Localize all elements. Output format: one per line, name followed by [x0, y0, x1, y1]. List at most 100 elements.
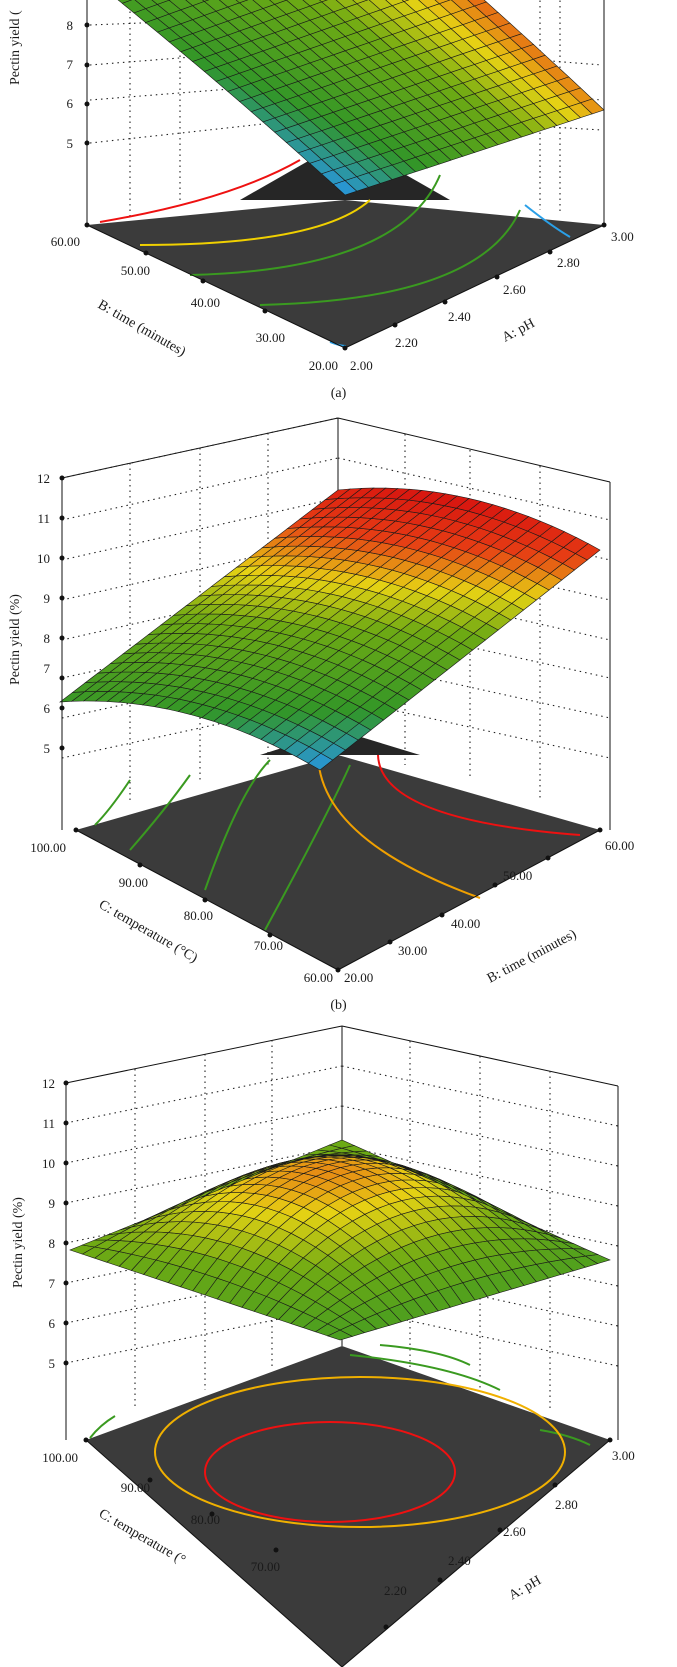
x-tick-b-80: 80.00 [184, 908, 213, 923]
y-axis-label-b: B: time (minutes) [485, 927, 580, 987]
surface-plot-b-canvas: 12 11 10 9 8 7 6 5 Pectin yield (%) 100.… [8, 417, 634, 987]
z-tick-b-8: 8 [44, 631, 51, 646]
surface-cell [117, 0, 133, 4]
y-tick-c-3.00: 3.00 [612, 1448, 635, 1463]
x-tick-c-70: 70.00 [251, 1559, 280, 1574]
x-tick-b-60: 60.00 [304, 970, 333, 985]
z-axis-c: 12 11 10 9 8 7 6 5 Pectin yield (%) [11, 1076, 69, 1371]
surface-cell [467, 0, 487, 7]
z-tick-b-11: 11 [37, 511, 50, 526]
z-tick-c-10: 10 [42, 1156, 55, 1171]
x-tick-c-80: 80.00 [191, 1512, 220, 1527]
z-axis-label-c: Pectin yield (%) [11, 1197, 26, 1288]
z-axis-label-a: Pectin yield ( [8, 10, 23, 85]
y-tick-c-2.20: 2.20 [384, 1583, 407, 1598]
z-tick-b-10: 10 [37, 551, 50, 566]
surface-cell [218, 0, 241, 8]
surface-plot-a-canvas: 8 7 6 5 Pectin yield ( 2.00 2.20 2.40 2.… [8, 0, 634, 373]
y-tick-b-60: 60.00 [605, 838, 634, 853]
y-tick-b-30: 30.00 [398, 943, 427, 958]
z-tick-c-9: 9 [49, 1196, 56, 1211]
x-tick-b-100: 100.00 [30, 840, 66, 855]
surface-cell [335, 0, 358, 9]
surface-cell [324, 488, 351, 500]
y-axis-label-c: A: pH [507, 1573, 544, 1603]
surface-plot-b: 12 11 10 9 8 7 6 5 Pectin yield (%) 100.… [0, 410, 677, 1005]
surface-cell [451, 0, 476, 11]
surface-cell [434, 0, 451, 5]
response-surface-b [59, 487, 601, 771]
x-tick-a-4: 2.80 [557, 255, 580, 270]
surface-cell [385, 0, 405, 6]
z-axis-b: 12 11 10 9 8 7 6 5 Pectin yield (%) [8, 471, 65, 758]
surface-plot-a: 8 7 6 5 Pectin yield ( 2.00 2.20 2.40 2.… [0, 0, 677, 390]
x-tick-a-3: 2.60 [503, 282, 526, 297]
y-tick-b-40: 40.00 [451, 916, 480, 931]
z-tick-c-8: 8 [49, 1236, 56, 1251]
y-tick-c-2.60: 2.60 [503, 1524, 526, 1539]
response-surface-c [69, 1139, 611, 1341]
z-tick-b-5: 5 [44, 741, 51, 756]
z-tick-a-5: 5 [67, 136, 74, 151]
y-tick-c-2.40: 2.40 [448, 1553, 471, 1568]
surface-cell [203, 0, 229, 12]
surface-cell [302, 0, 323, 7]
surface-cell [328, 1139, 356, 1149]
surface-cell [168, 0, 194, 11]
panel-caption-a: (a) [330, 386, 347, 401]
z-tick-a-7: 7 [67, 57, 74, 72]
y-tick-a-40: 40.00 [191, 295, 220, 310]
response-surface-a [117, 0, 605, 196]
surface-cell [269, 0, 288, 5]
surface-cell [238, 0, 264, 14]
z-tick-c-7: 7 [49, 1276, 56, 1291]
surface-cell [352, 0, 369, 5]
y-tick-a-60: 60.00 [51, 234, 80, 249]
surface-cell [185, 0, 205, 6]
surface-cell [418, 0, 440, 9]
z-tick-b-7: 7 [44, 661, 51, 676]
x-tick-a-2: 2.40 [448, 309, 471, 324]
x-tick-b-70: 70.00 [254, 938, 283, 953]
x-tick-a-5: 3.00 [611, 229, 634, 244]
surface-cell [252, 0, 276, 9]
surface-plot-c-canvas: 12 11 10 9 8 7 6 5 Pectin yield (%) 100.… [11, 1025, 635, 1667]
x-axis-label-a: A: pH [500, 316, 538, 345]
surface-plot-c: 12 11 10 9 8 7 6 5 Pectin yield (%) 100.… [0, 1020, 677, 1667]
z-tick-c-11: 11 [42, 1116, 55, 1131]
y-tick-a-50: 50.00 [121, 263, 150, 278]
surface-cell [368, 0, 393, 11]
x-tick-a-1: 2.20 [395, 335, 418, 350]
surface-cell [151, 0, 170, 5]
floor-c [86, 1344, 610, 1667]
surface-cell [202, 0, 210, 2]
surface-cell [235, 0, 249, 4]
surface-cell [285, 0, 311, 11]
z-tick-b-9: 9 [44, 591, 51, 606]
x-tick-b-90: 90.00 [119, 875, 148, 890]
z-tick-c-12: 12 [42, 1076, 55, 1091]
x-tick-c-90: 90.00 [121, 1480, 150, 1495]
x-tick-a-0: 2.00 [350, 358, 373, 373]
surface-cell [401, 0, 410, 2]
surface-cell [356, 0, 382, 15]
z-tick-b-6: 6 [44, 701, 51, 716]
panel-caption-b: (b) [330, 998, 347, 1013]
y-tick-b-20: 20.00 [344, 970, 373, 985]
surface-cell [438, 0, 464, 15]
z-tick-c-6: 6 [49, 1316, 56, 1331]
z-axis-label-b: Pectin yield (%) [8, 594, 23, 685]
surface-cell [319, 0, 328, 3]
z-tick-a-6: 6 [67, 96, 74, 111]
y-axis-label-a: B: time (minutes) [95, 297, 188, 360]
surface-cell [121, 0, 147, 14]
surface-cell [134, 0, 159, 9]
z-tick-c-5: 5 [49, 1356, 56, 1371]
z-tick-a-8: 8 [67, 18, 74, 33]
x-tick-c-100: 100.00 [42, 1450, 78, 1465]
y-tick-c-2.80: 2.80 [555, 1497, 578, 1512]
y-tick-a-20: 20.00 [309, 358, 338, 373]
z-axis-a: 8 7 6 5 Pectin yield ( [8, 10, 90, 151]
y-tick-a-30: 30.00 [256, 330, 285, 345]
z-tick-b-12: 12 [37, 471, 50, 486]
